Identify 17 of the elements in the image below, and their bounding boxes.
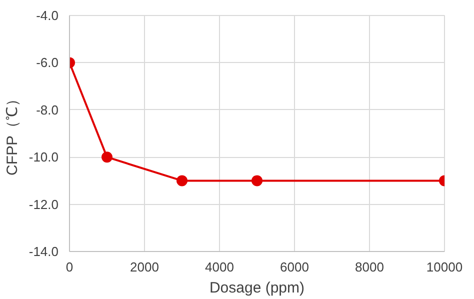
point [102,152,112,163]
x-axis-title: Dosage (ppm) [209,280,305,296]
y-tick-label: -12.0 [28,196,59,212]
x-tick-label: 4000 [205,260,234,274]
x-tick-label: 10000 [426,260,463,274]
x-tick-label: 2000 [130,260,159,274]
point [176,175,188,186]
y-axis-title: CFPP（℃） [4,91,21,176]
x-tick-label: 0 [66,260,74,274]
x-tick-label: 8000 [355,260,384,274]
x-tick-label: 6000 [280,260,309,274]
y-tick-label: -6.0 [36,55,59,70]
y-tick-label: -8.0 [36,102,59,118]
point [252,175,262,186]
y-tick-label: -14.0 [28,244,59,259]
y-tick-label: -10.0 [28,150,59,165]
y-tick-label: -4.0 [36,8,59,23]
